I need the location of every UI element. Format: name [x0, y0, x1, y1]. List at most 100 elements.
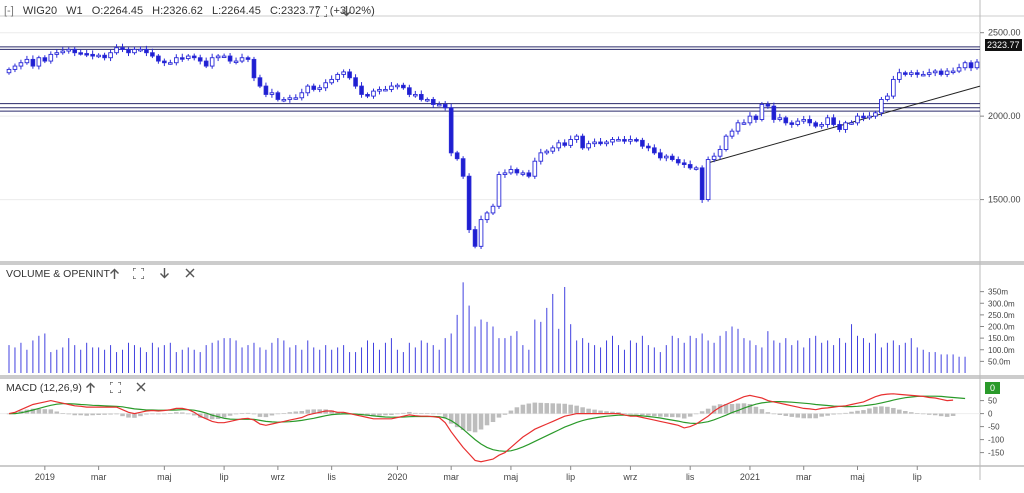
- macd-histogram-bar: [765, 412, 771, 414]
- macd-histogram-bar: [203, 413, 209, 419]
- candle-bullish: [60, 50, 66, 54]
- candle-bullish: [759, 104, 765, 120]
- candle-bearish: [914, 72, 920, 75]
- candle-bullish: [383, 88, 388, 92]
- candle-bearish: [646, 145, 651, 149]
- candle-bearish: [197, 57, 203, 62]
- macd-histogram-bar: [168, 413, 173, 414]
- macd-histogram-bar: [269, 413, 275, 416]
- macd-histogram-bar: [914, 413, 920, 414]
- macd-histogram-bar: [634, 413, 639, 415]
- macd-histogram-bar: [257, 413, 263, 417]
- candle-bearish: [191, 55, 197, 59]
- x-tick-label: mar: [443, 472, 459, 482]
- fullscreen-icon[interactable]: [108, 380, 122, 394]
- macd-histogram-bar: [562, 403, 567, 414]
- candle-bullish: [801, 119, 807, 122]
- macd-histogram-bar: [102, 413, 107, 415]
- macd-histogram-bar: [389, 413, 394, 416]
- candle-bullish: [717, 149, 723, 157]
- candle-bullish: [502, 172, 508, 176]
- x-tick-label: maj: [850, 472, 865, 482]
- macd-histogram-bar: [855, 410, 860, 414]
- macd-histogram-bar: [299, 411, 305, 414]
- x-tick-label: wrz: [622, 472, 637, 482]
- arrow-down-icon[interactable]: [157, 266, 171, 280]
- macd-histogram-bar: [664, 413, 669, 417]
- close-icon[interactable]: [134, 380, 148, 394]
- chart-header: [-] WIG20 W1 O:2264.45 H:2326.62 L:2264.…: [4, 5, 381, 17]
- candle-bullish: [239, 57, 245, 62]
- macd-histogram-bar: [514, 407, 520, 414]
- macd-histogram-bar: [717, 404, 723, 414]
- candle-bearish: [227, 55, 233, 62]
- macd-histogram-bar: [413, 412, 418, 414]
- candle-bullish: [108, 52, 113, 59]
- macd-histogram-bar: [60, 413, 66, 414]
- candle-bearish: [401, 84, 406, 89]
- candle-bearish: [658, 152, 663, 159]
- candle-bearish: [72, 48, 78, 54]
- macd-histogram-bar: [281, 413, 287, 414]
- candle-bearish: [699, 167, 705, 201]
- macd-histogram-bar: [275, 413, 281, 415]
- candle-bearish: [347, 71, 352, 79]
- macd-line: [8, 393, 954, 463]
- arrow-down-icon[interactable]: [339, 4, 353, 18]
- macd-histogram-bar: [687, 413, 693, 417]
- x-tick-label: 2019: [35, 472, 55, 482]
- candle-bullish: [950, 70, 956, 74]
- arrow-up-icon[interactable]: [83, 380, 97, 394]
- candle-bearish: [831, 117, 836, 125]
- macd-histogram-bar: [897, 409, 902, 414]
- macd-histogram-bar: [819, 413, 824, 417]
- symbol-label: WIG20: [22, 5, 58, 17]
- candle-bearish: [807, 119, 813, 124]
- last-price-badge: 2323.77: [985, 39, 1022, 51]
- candle-bullish: [269, 92, 275, 95]
- macd-histogram-bar: [675, 413, 681, 418]
- macd-histogram-bar: [209, 413, 215, 420]
- macd-histogram-bar: [825, 413, 830, 416]
- candle-bullish: [96, 54, 101, 58]
- macd-histogram-bar: [287, 412, 293, 414]
- fullscreen-icon[interactable]: [131, 266, 145, 280]
- x-tick-label: 2020: [387, 472, 407, 482]
- macd-histogram-bar: [305, 409, 311, 414]
- volume-tick-label: 300.0m: [988, 299, 1015, 308]
- candle-bullish: [221, 55, 227, 59]
- candle-bullish: [36, 57, 42, 67]
- candle-bullish: [371, 90, 376, 97]
- macd-histogram-bar: [263, 413, 269, 418]
- candle-bullish: [956, 67, 962, 72]
- candle-bearish: [251, 58, 257, 79]
- close-icon[interactable]: [183, 266, 197, 280]
- macd-histogram-bar: [574, 405, 579, 414]
- candle-bullish: [532, 160, 538, 177]
- candle-bullish: [926, 72, 932, 75]
- candle-bullish: [705, 159, 711, 201]
- fullscreen-icon[interactable]: [314, 4, 328, 18]
- candle-bullish: [132, 48, 137, 54]
- macd-histogram-bar: [831, 413, 836, 415]
- candle-bullish: [299, 92, 305, 99]
- candle-bullish: [233, 60, 239, 64]
- arrow-up-icon[interactable]: [107, 266, 121, 280]
- candle-bearish: [144, 48, 149, 54]
- candle-bearish: [789, 122, 795, 125]
- macd-histogram-bar: [42, 409, 48, 414]
- minimize-button[interactable]: [-]: [4, 5, 14, 17]
- candle-bullish: [520, 172, 526, 175]
- candle-bullish: [114, 47, 119, 54]
- macd-histogram-bar: [162, 413, 167, 415]
- macd-histogram-bar: [813, 413, 818, 419]
- candle-bearish: [580, 135, 585, 149]
- candle-bearish: [526, 172, 532, 177]
- macd-histogram-bar: [580, 407, 585, 414]
- macd-histogram-bar: [245, 412, 251, 414]
- candle-bullish: [891, 78, 896, 97]
- macd-histogram-bar: [544, 403, 550, 414]
- price-tick-label: 2000.00: [988, 111, 1021, 121]
- candle-bearish: [640, 139, 645, 147]
- macd-histogram-bar: [604, 411, 609, 414]
